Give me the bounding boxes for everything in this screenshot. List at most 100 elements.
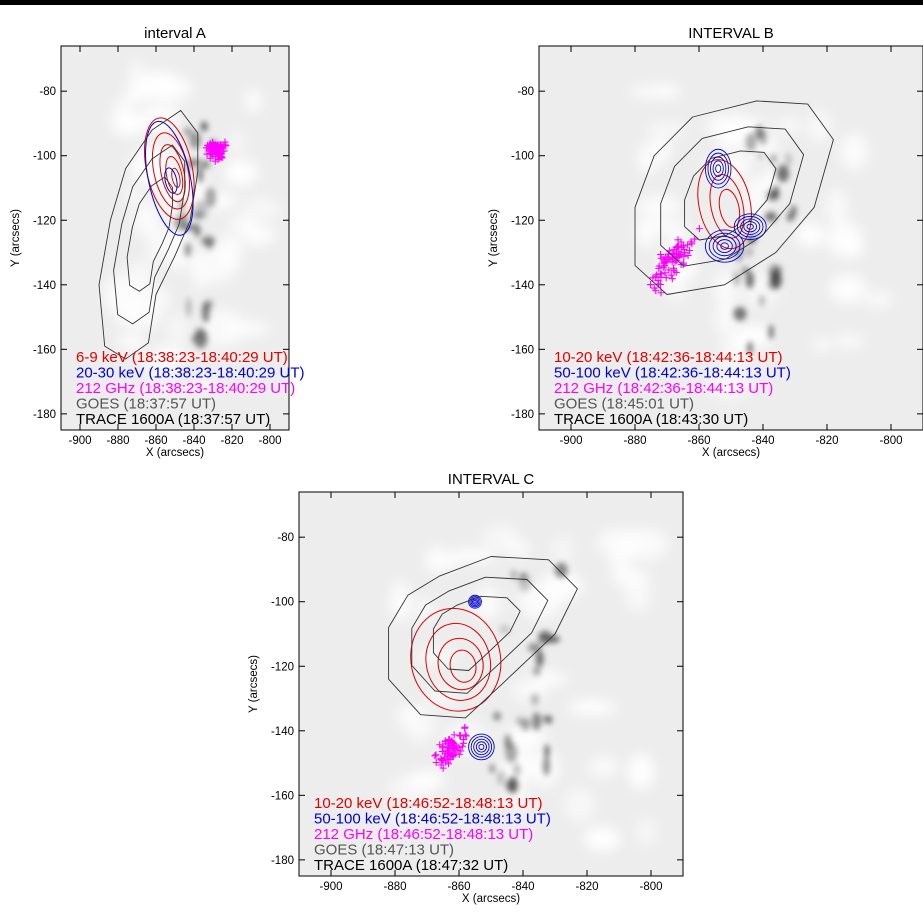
- goes-contour-level-1: [388, 556, 578, 719]
- y-tick-label: -80: [39, 86, 56, 98]
- 6-9-kev-contour-level-4: [165, 155, 184, 195]
- goes-contour-level-3: [432, 595, 521, 671]
- microwave-point: [209, 141, 217, 149]
- goes-contours: [98, 110, 199, 360]
- 20-30-kev-contours: [145, 120, 194, 236]
- y-tick-label: -100: [33, 151, 56, 163]
- y-tick-label: -160: [271, 790, 294, 802]
- goes-contour-level-3: [684, 150, 777, 241]
- microwave-point: [458, 742, 466, 750]
- y-tick-label: -80: [517, 86, 534, 98]
- microwave-point: [208, 142, 216, 150]
- microwave-point: [432, 751, 440, 759]
- 10-20-kev-contour-level-2: [709, 174, 745, 239]
- goes-contour-level-2: [411, 576, 549, 694]
- 10-20-kev-contour-level-3: [718, 188, 741, 228]
- microwave-point: [695, 225, 703, 233]
- chart-panel-3: -900 -880 -860 -840 -820 -800 -80 -100 -120 -140 -…: [248, 471, 684, 905]
- microwave-point: [675, 248, 683, 256]
- plot-frame: [60, 45, 290, 431]
- x-tick-label: -860: [447, 881, 470, 893]
- y-tick-label: -100: [511, 151, 534, 163]
- legend-entry: GOES (18:45:01 UT): [554, 396, 694, 413]
- microwave-point: [450, 731, 458, 739]
- 10-20-kev-contours: [697, 159, 752, 250]
- x-tick-label: -860: [144, 435, 167, 447]
- legend-entry: 212 GHz (18:46:52-18:48:13 UT): [314, 826, 533, 843]
- y-tick-label: -120: [271, 661, 294, 673]
- x-axis-label: X (arcsecs): [702, 447, 760, 459]
- microwave-point: [222, 142, 230, 150]
- x-tick-label: -800: [639, 881, 662, 893]
- 20-30-kev-contour-level-2: [164, 167, 178, 194]
- microwave-point: [673, 243, 681, 251]
- goes-contours: [388, 556, 578, 719]
- microwave-point: [656, 270, 664, 278]
- microwave-point: [662, 274, 670, 282]
- microwave-point: [674, 236, 682, 244]
- y-tick-label: -100: [271, 597, 294, 609]
- x-tick-label: -820: [575, 881, 598, 893]
- legend-entry: 212 GHz (18:42:36-18:44:13 UT): [554, 380, 773, 397]
- microwave-point: [432, 759, 440, 767]
- x-tick-label: -820: [815, 435, 838, 447]
- microwave-point: [654, 277, 662, 285]
- 50-100-kev-source-1: [471, 598, 479, 605]
- 50-100-kev-source-1: [715, 164, 722, 173]
- microwave-point: [684, 241, 692, 249]
- x-tick-label: -840: [751, 435, 774, 447]
- x-tick-label: -880: [106, 435, 129, 447]
- microwave-point: [448, 739, 456, 747]
- chart-panel-2: -900 -880 -860 -840 -820 -800 -80 -100 -120 -140 -…: [488, 25, 923, 459]
- microwave-point: [206, 154, 214, 162]
- microwave-point: [667, 271, 675, 279]
- microwave-point: [449, 753, 457, 761]
- 50-100-kev-source-1: [712, 160, 724, 177]
- microwave-point: [647, 281, 655, 289]
- 10-20-kev-contour-level-1: [410, 607, 502, 712]
- x-axis-label: X (arcsecs): [146, 447, 204, 459]
- axis-ticks: -900 -880 -860 -840 -820 -800 -80 -100 -120 -140 -…: [511, 46, 923, 447]
- microwave-point: [439, 742, 447, 750]
- microwave-point: [439, 764, 447, 772]
- 50-100-kev-source-3: [736, 215, 764, 238]
- panel-title: INTERVAL B: [688, 25, 774, 42]
- 10-20-kev-contour-level-3: [437, 637, 484, 691]
- 50-100-kev-source-2: [720, 242, 729, 250]
- microwave-point: [208, 149, 216, 157]
- x-tick-label: -880: [623, 435, 646, 447]
- microwave-point: [661, 258, 669, 266]
- 50-100-kev-source-2: [468, 733, 495, 761]
- panel-title: INTERVAL C: [448, 471, 535, 488]
- y-axis-label: Y (arcsecs): [10, 209, 22, 267]
- microwave-point: [672, 268, 680, 276]
- x-tick-label: -860: [687, 435, 710, 447]
- 6-9-kev-contour-level-3: [159, 144, 186, 203]
- x-tick-label: -900: [559, 435, 582, 447]
- microwave-point: [665, 266, 673, 274]
- y-axis-label: Y (arcsecs): [488, 209, 500, 267]
- microwave-point: [431, 752, 439, 760]
- 10-20-kev-contour-level-2: [425, 622, 492, 701]
- 212-ghz-points: [202, 138, 230, 165]
- goes-contour-level-2: [660, 126, 805, 267]
- 20-30-kev-contour-level-1: [145, 120, 194, 236]
- y-tick-label: -120: [33, 215, 56, 227]
- microwave-point: [455, 750, 463, 758]
- y-tick-label: -180: [271, 855, 294, 867]
- legend-entry: 50-100 keV (18:46:52-18:48:13 UT): [314, 811, 551, 828]
- microwave-point: [652, 273, 660, 281]
- goes-contours: [634, 100, 834, 295]
- 50-100-kev-source-1: [469, 596, 481, 608]
- axis-ticks: -900 -880 -860 -840 -820 -800 -80 -100 -120 -140 -…: [271, 492, 683, 893]
- 10-20-kev-contours: [410, 607, 502, 712]
- 6-9-kev-contour-level-2: [151, 132, 191, 210]
- microwave-point: [462, 732, 470, 740]
- microwave-point: [444, 760, 452, 768]
- microwave-point: [659, 263, 667, 271]
- microwave-point: [437, 755, 445, 763]
- microwave-point: [453, 746, 461, 754]
- microwave-point: [662, 257, 670, 265]
- 212-ghz-points: [647, 225, 703, 297]
- y-tick-label: -140: [511, 280, 534, 292]
